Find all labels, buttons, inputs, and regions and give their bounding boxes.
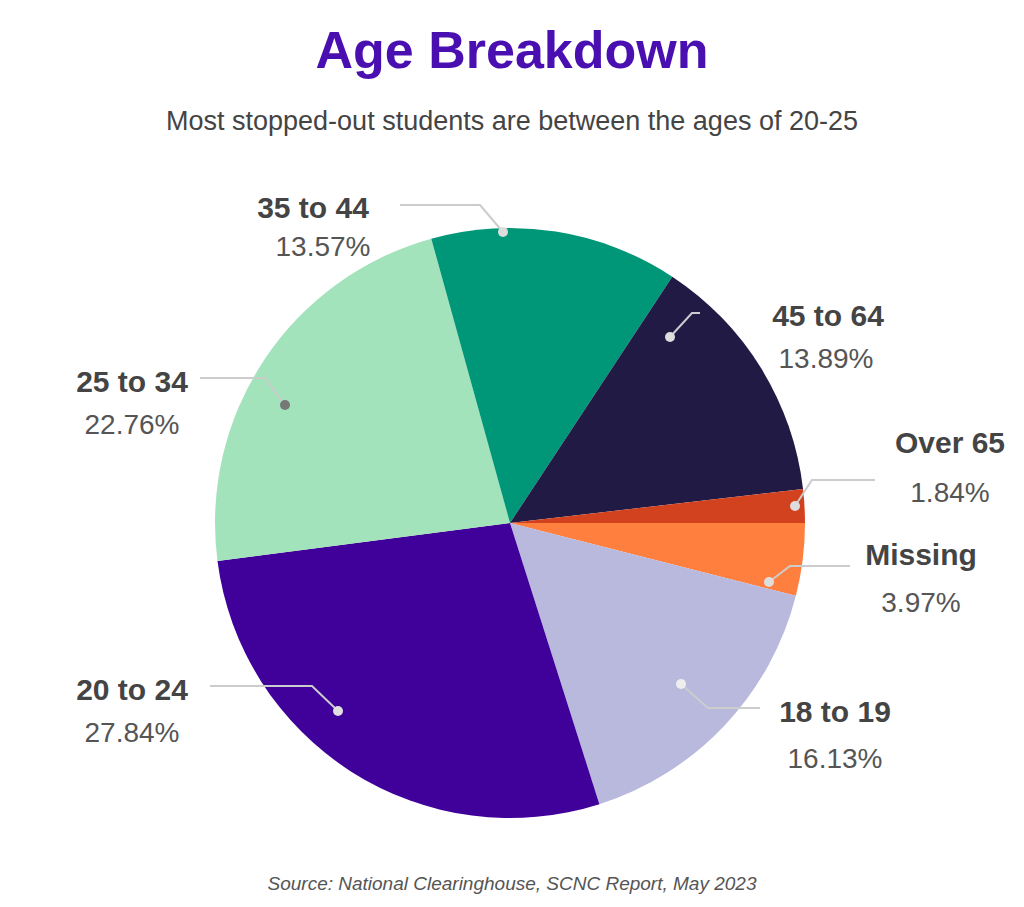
leader-dot [333,706,343,716]
title: Age Breakdown [316,21,709,79]
subtitle: Most stopped-out students are between th… [166,106,858,136]
value-label: 27.84% [85,717,180,748]
leader-line [210,686,338,711]
category-label: 25 to 34 [76,365,188,398]
leader-dot [498,227,508,237]
pie-slice [217,523,599,818]
leader-line [670,313,700,337]
category-label: 45 to 64 [772,299,884,332]
category-label: Missing [865,538,977,571]
leader-dot [676,679,686,689]
category-label: 35 to 44 [257,191,369,224]
leader-dot [280,400,290,410]
leader-line [200,378,285,405]
value-label: 22.76% [85,409,180,440]
chart-svg: Age Breakdown Most stopped-out students a… [0,0,1024,907]
leader-dot [665,332,675,342]
pie-slice [510,489,805,523]
leader-dot [764,577,774,587]
leader-line [681,684,760,708]
leader-line [795,480,875,506]
pie-slice [510,277,803,523]
value-label: 13.57% [276,231,371,262]
value-label: 3.97% [881,587,960,618]
category-label: Over 65 [895,426,1005,459]
labels: Missing 3.97% 18 to 19 16.13% 20 to 24 27.84%… [76,191,1005,774]
category-label: 20 to 24 [76,673,188,706]
value-label: 13.89% [779,343,874,374]
leader-line [769,566,850,582]
value-label: 1.84% [910,477,989,508]
source: Source: National Clearinghouse, SCNC Rep… [268,873,757,894]
value-label: 16.13% [788,743,883,774]
leader-line [400,205,503,232]
category-label: 18 to 19 [779,695,891,728]
slices [215,228,805,818]
leader-dot [790,501,800,511]
